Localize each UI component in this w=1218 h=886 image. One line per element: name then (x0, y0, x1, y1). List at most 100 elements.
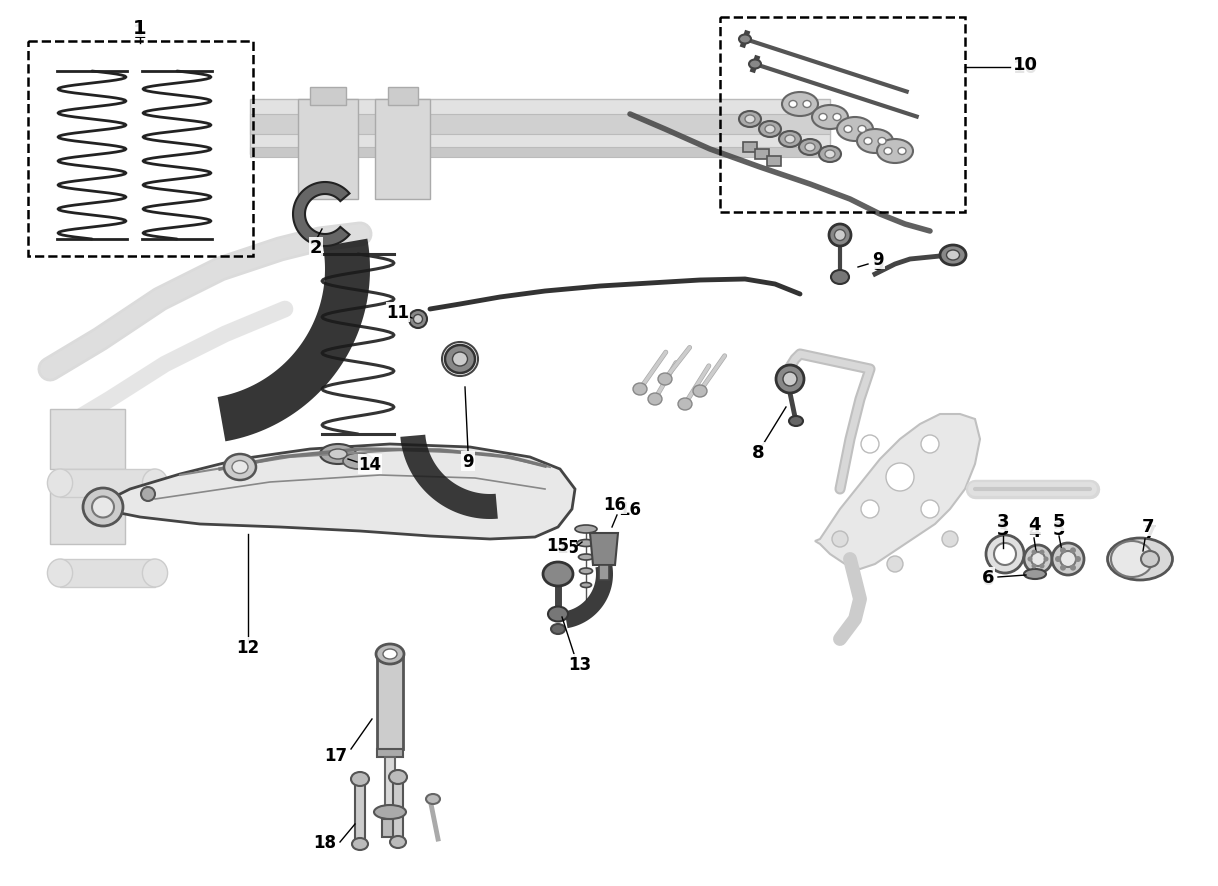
Ellipse shape (389, 770, 407, 784)
Ellipse shape (844, 127, 853, 134)
Bar (743, 143, 758, 152)
Ellipse shape (413, 315, 423, 324)
Text: 5: 5 (1052, 512, 1066, 531)
Text: 15: 15 (547, 536, 570, 555)
Bar (311, 88, 346, 106)
Polygon shape (401, 435, 498, 519)
Bar (250, 148, 829, 158)
Ellipse shape (803, 101, 811, 108)
Ellipse shape (783, 373, 797, 386)
Polygon shape (815, 415, 980, 570)
Text: 5: 5 (1052, 520, 1066, 539)
Text: 16: 16 (619, 501, 642, 518)
Ellipse shape (987, 535, 1024, 573)
Bar (298, 100, 358, 199)
Ellipse shape (1024, 570, 1046, 579)
Ellipse shape (878, 138, 885, 145)
Ellipse shape (48, 470, 73, 497)
Ellipse shape (382, 649, 397, 659)
Circle shape (141, 487, 155, 501)
Bar (28, 42, 253, 257)
Text: 9: 9 (872, 256, 884, 274)
Ellipse shape (834, 230, 845, 241)
Text: 6: 6 (982, 568, 994, 587)
Ellipse shape (812, 106, 848, 130)
Ellipse shape (857, 127, 866, 134)
Text: 12: 12 (236, 638, 259, 657)
Ellipse shape (231, 461, 248, 474)
Text: 10: 10 (1012, 59, 1038, 77)
Ellipse shape (885, 463, 914, 492)
Ellipse shape (551, 625, 565, 634)
Text: 2: 2 (309, 238, 323, 257)
Text: 1: 1 (133, 19, 147, 37)
Ellipse shape (921, 436, 939, 454)
Ellipse shape (374, 805, 406, 819)
Bar (720, 18, 965, 213)
Text: 9: 9 (872, 251, 884, 268)
Ellipse shape (946, 251, 960, 260)
Ellipse shape (453, 353, 468, 367)
Text: 18: 18 (313, 833, 336, 851)
Ellipse shape (351, 772, 369, 786)
Ellipse shape (320, 445, 356, 464)
Text: 7: 7 (1141, 517, 1155, 535)
Ellipse shape (780, 132, 801, 148)
Ellipse shape (678, 399, 692, 410)
Ellipse shape (1060, 551, 1075, 567)
Text: 7: 7 (1144, 524, 1156, 541)
Ellipse shape (426, 794, 440, 804)
Circle shape (1044, 557, 1049, 562)
Text: 6: 6 (982, 571, 994, 588)
Ellipse shape (633, 384, 647, 395)
Ellipse shape (739, 35, 752, 44)
Ellipse shape (799, 140, 821, 156)
Text: 13: 13 (569, 656, 592, 673)
Ellipse shape (940, 245, 966, 266)
Bar (354, 779, 365, 844)
Text: 10: 10 (1012, 56, 1038, 74)
Ellipse shape (1141, 551, 1160, 567)
Ellipse shape (994, 543, 1016, 565)
Text: 12: 12 (236, 638, 259, 657)
Ellipse shape (825, 151, 836, 159)
Ellipse shape (831, 271, 849, 284)
Text: 11: 11 (386, 304, 409, 322)
Ellipse shape (352, 838, 368, 850)
Ellipse shape (543, 563, 572, 587)
Text: 17: 17 (324, 746, 347, 764)
Text: 9: 9 (462, 453, 474, 470)
Text: 8: 8 (752, 444, 765, 462)
Circle shape (1060, 548, 1066, 554)
Ellipse shape (445, 346, 475, 374)
Circle shape (1032, 563, 1037, 569)
Bar (382, 819, 398, 837)
Bar (50, 489, 125, 544)
Ellipse shape (83, 488, 123, 526)
Circle shape (1055, 556, 1061, 563)
Bar (250, 100, 829, 155)
Ellipse shape (1052, 543, 1084, 575)
Ellipse shape (48, 559, 73, 587)
Bar (50, 409, 125, 470)
Polygon shape (294, 183, 350, 246)
Text: 4: 4 (1028, 516, 1040, 533)
Ellipse shape (805, 144, 815, 152)
Ellipse shape (898, 148, 906, 155)
Polygon shape (218, 239, 370, 442)
Circle shape (1028, 557, 1033, 562)
Ellipse shape (224, 455, 256, 480)
Circle shape (832, 532, 848, 548)
Ellipse shape (829, 225, 851, 246)
Text: 18: 18 (313, 833, 336, 851)
Text: 3: 3 (996, 520, 1010, 539)
Ellipse shape (759, 122, 781, 138)
Text: 15: 15 (557, 539, 580, 556)
Ellipse shape (765, 126, 775, 134)
Text: 14: 14 (358, 455, 381, 473)
Ellipse shape (581, 583, 592, 587)
Bar (389, 88, 418, 106)
Ellipse shape (877, 140, 914, 164)
Ellipse shape (776, 366, 804, 393)
Bar (375, 100, 430, 199)
